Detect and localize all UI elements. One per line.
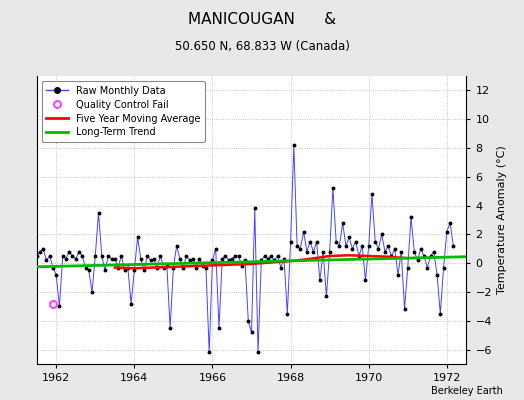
Text: Berkeley Earth: Berkeley Earth	[431, 386, 503, 396]
Text: 50.650 N, 68.833 W (Canada): 50.650 N, 68.833 W (Canada)	[174, 40, 350, 53]
Legend: Raw Monthly Data, Quality Control Fail, Five Year Moving Average, Long-Term Tren: Raw Monthly Data, Quality Control Fail, …	[41, 81, 205, 142]
Text: MANICOUGAN      &: MANICOUGAN &	[188, 12, 336, 27]
Y-axis label: Temperature Anomaly (°C): Temperature Anomaly (°C)	[497, 146, 507, 294]
